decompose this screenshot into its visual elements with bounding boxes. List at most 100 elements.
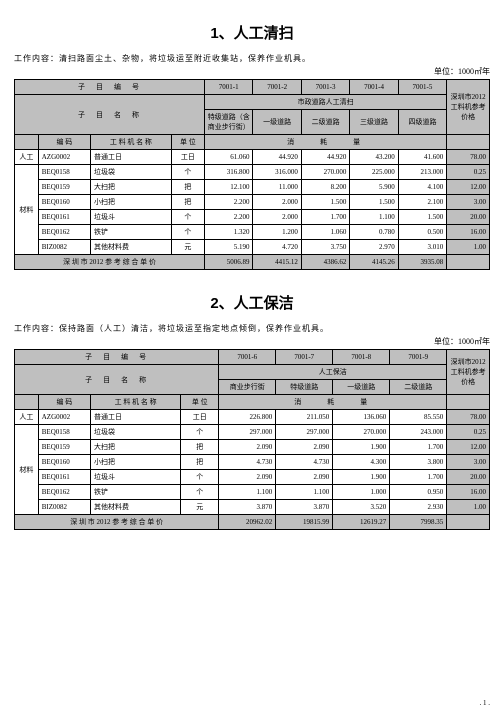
s2-r5-v0: 1.100 (219, 485, 276, 500)
s2-r3-ref: 3.00 (447, 455, 490, 470)
s1-r4-code: BEQ0161 (38, 210, 90, 225)
s1-r4-v2: 1.700 (301, 210, 349, 225)
s1-r0-v1: 44.920 (253, 150, 301, 165)
s2-r2-ref: 12.00 (447, 440, 490, 455)
s1-r5-v3: 0.780 (350, 225, 398, 240)
s2-r3-unit: 把 (181, 455, 219, 470)
s2-sum-label: 深 圳 市 2012 参 考 综 合 单 价 (15, 515, 219, 530)
s1-r3-v4: 2.100 (398, 195, 446, 210)
s2-r0-ref: 78.00 (447, 410, 490, 425)
s1-coln-4: 三级道路 (350, 110, 398, 135)
s2-r6-name: 其他材料费 (91, 500, 181, 515)
s2-code-hdr: 子 目 编 号 (15, 350, 219, 365)
s1-r2-ref: 12.00 (447, 180, 490, 195)
s1-r2-code: BEQ0159 (38, 180, 90, 195)
s2-r5-unit: 个 (181, 485, 219, 500)
s2-r3-v2: 4.300 (333, 455, 390, 470)
s1-r3-v0: 2.200 (205, 195, 253, 210)
s1-r5-v1: 1.200 (253, 225, 301, 240)
section2-unit: 单位：1000㎡年 (14, 336, 490, 347)
s2-r3-name: 小扫把 (91, 455, 181, 470)
s1-r5-name: 铁铲 (91, 225, 172, 240)
s2-r0-code: AZG0002 (38, 410, 90, 425)
s1-r2-v1: 11.000 (253, 180, 301, 195)
s2-name-hdr: 子 目 名 称 (15, 365, 219, 395)
s1-r5-unit: 个 (171, 225, 204, 240)
s1-r3-ref: 3.00 (447, 195, 490, 210)
s1-ref-hdr: 深圳市2012工料机参考价格 (447, 80, 490, 135)
s1-r1-unit: 个 (171, 165, 204, 180)
s2-sum-1: 19815.99 (276, 515, 333, 530)
s1-r4-v4: 1.500 (398, 210, 446, 225)
s1-r1-v0: 316.800 (205, 165, 253, 180)
s1-r6-v3: 2.970 (350, 240, 398, 255)
s1-r6-name: 其他材料费 (91, 240, 172, 255)
s2-r4-code: BEQ0161 (38, 470, 90, 485)
section2-title: 2、人工保洁 (14, 292, 490, 313)
s2-r5-ref: 16.00 (447, 485, 490, 500)
s1-r0-unit: 工日 (171, 150, 204, 165)
s1-r1-name: 垃圾袋 (91, 165, 172, 180)
s1-r3-unit: 把 (171, 195, 204, 210)
s2-r5-name: 铁铲 (91, 485, 181, 500)
s2-r1-v2: 270.000 (333, 425, 390, 440)
s1-ref-blank (447, 135, 490, 150)
s2-cat-material: 材料 (15, 425, 39, 515)
s2-r1-name: 垃圾袋 (91, 425, 181, 440)
s2-r4-v0: 2.090 (219, 470, 276, 485)
s1-r0-v4: 41.600 (398, 150, 446, 165)
s2-r6-code: BIZ0082 (38, 500, 90, 515)
s1-r6-v0: 5.190 (205, 240, 253, 255)
s1-sum-3: 4145.26 (350, 255, 398, 270)
s1-group: 市政道路人工清扫 (205, 95, 447, 110)
s1-r3-v1: 2.000 (253, 195, 301, 210)
s2-coln-4: 二级道路 (390, 380, 447, 395)
s2-r4-v2: 1.900 (333, 470, 390, 485)
s1-coln-3: 二级道路 (301, 110, 349, 135)
s2-r4-unit: 个 (181, 470, 219, 485)
s2-r1-v1: 297.000 (276, 425, 333, 440)
s1-r4-v0: 2.200 (205, 210, 253, 225)
s1-name-hdr: 子 目 名 称 (15, 95, 205, 135)
s1-r1-v2: 270.000 (301, 165, 349, 180)
section2-table: 子 目 编 号 7001-6 7001-7 7001-8 7001-9 深圳市2… (14, 349, 490, 530)
s2-r2-code: BEQ0159 (38, 440, 90, 455)
s1-r4-v1: 2.000 (253, 210, 301, 225)
s2-r5-v2: 1.000 (333, 485, 390, 500)
s2-code-2: 7001-7 (276, 350, 333, 365)
s2-ref-blank (447, 395, 490, 410)
s1-r3-code: BEQ0160 (38, 195, 90, 210)
s1-r6-ref: 1.00 (447, 240, 490, 255)
s2-r6-unit: 元 (181, 500, 219, 515)
s2-rowh-3: 单 位 (181, 395, 219, 410)
s1-r2-v4: 4.100 (398, 180, 446, 195)
s1-r1-ref: 0.25 (447, 165, 490, 180)
s1-sum-blank (447, 255, 490, 270)
section1-desc: 工作内容：清扫路面尘土、杂物，将垃圾运至附近收集站，保养作业机具。 (14, 53, 490, 64)
s2-sum-3: 7998.35 (390, 515, 447, 530)
s2-consume: 消 耗 量 (219, 395, 447, 410)
s2-sum-blank (447, 515, 490, 530)
s2-coln-1: 商业步行街 (219, 380, 276, 395)
s1-r0-v0: 61.060 (205, 150, 253, 165)
s1-r3-v2: 1.500 (301, 195, 349, 210)
s1-r4-unit: 个 (171, 210, 204, 225)
s1-code-5: 7001-5 (398, 80, 446, 95)
s1-coln-1: 特级道路（含商业步行街） (205, 110, 253, 135)
s2-r2-unit: 把 (181, 440, 219, 455)
s1-code-1: 7001-1 (205, 80, 253, 95)
s1-r0-v2: 44.920 (301, 150, 349, 165)
s2-r4-ref: 20.00 (447, 470, 490, 485)
s1-r4-ref: 20.00 (447, 210, 490, 225)
s2-r5-code: BEQ0162 (38, 485, 90, 500)
s1-sum-4: 3935.08 (398, 255, 446, 270)
s2-sum-0: 20962.02 (219, 515, 276, 530)
s1-code-hdr: 子 目 编 号 (15, 80, 205, 95)
s2-r0-name: 普通工日 (91, 410, 181, 425)
s1-cat-hdr (15, 135, 39, 150)
s2-coln-3: 一级道路 (333, 380, 390, 395)
s2-r5-v1: 1.100 (276, 485, 333, 500)
s1-r2-unit: 把 (171, 180, 204, 195)
s1-r0-ref: 78.00 (447, 150, 490, 165)
s1-r1-v3: 225.000 (350, 165, 398, 180)
